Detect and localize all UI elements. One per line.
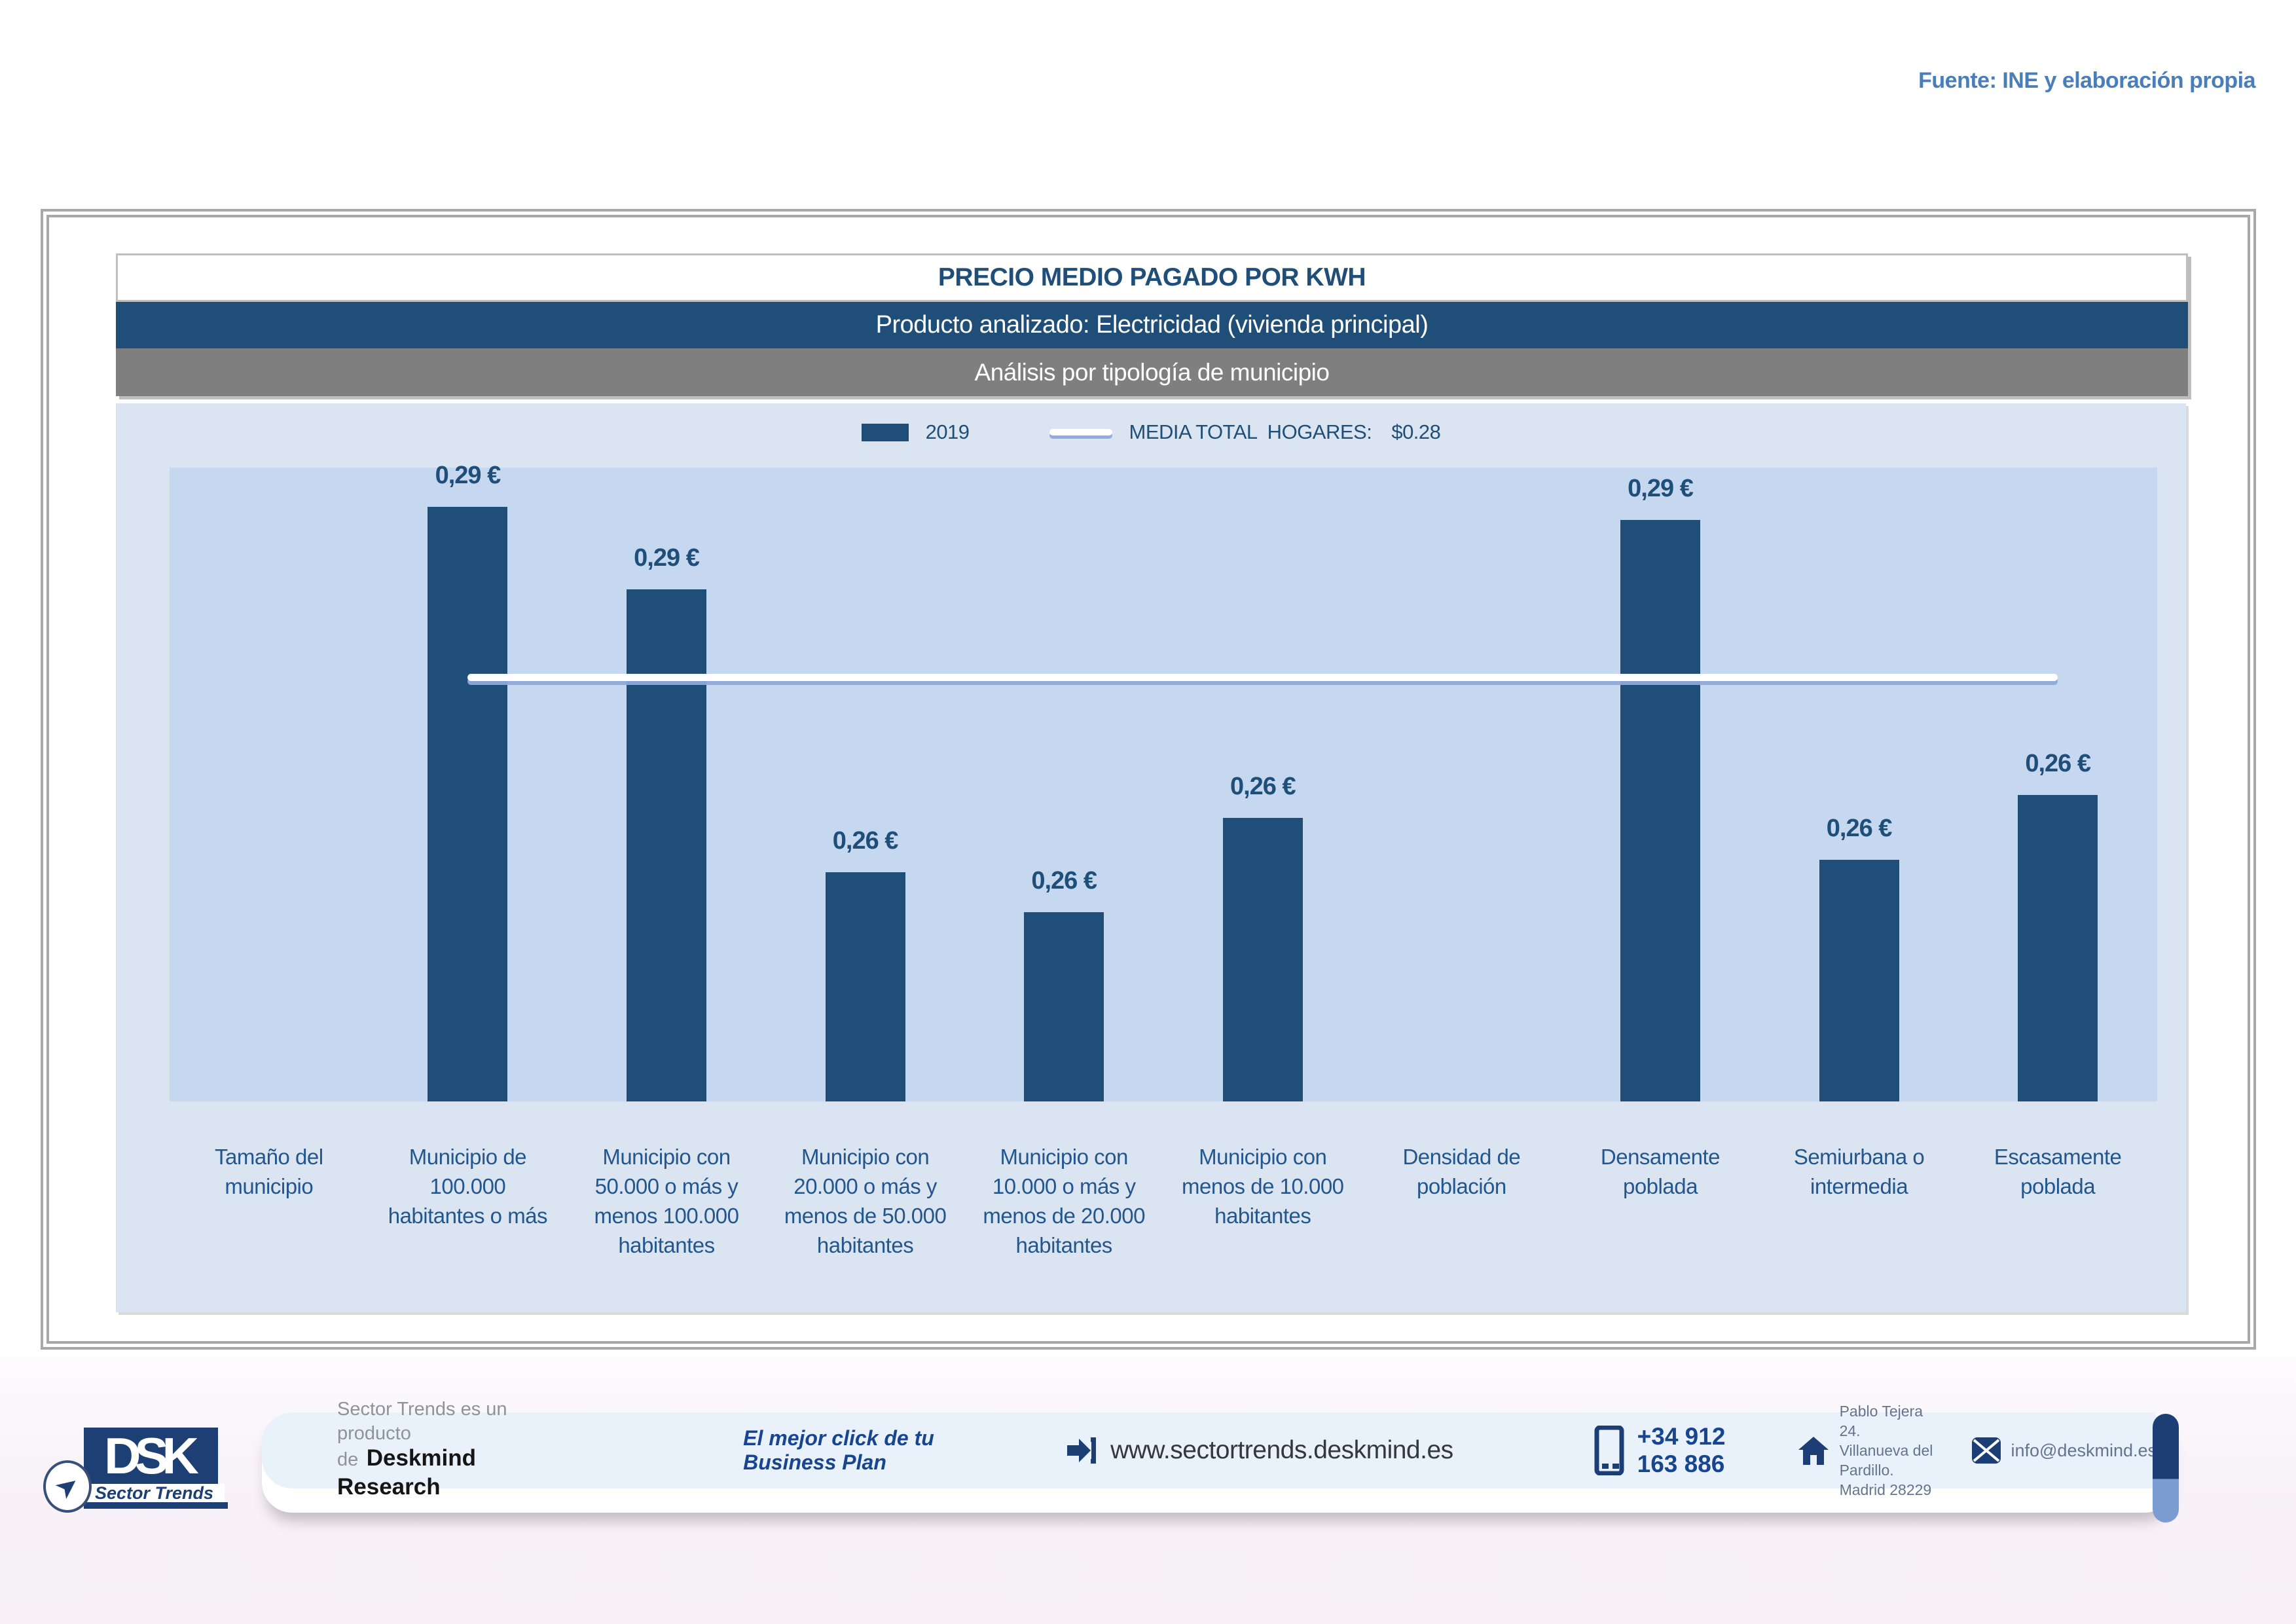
source-note: Fuente: INE y elaboración propia [1918,68,2255,93]
dsk-logo-circle: ➤ [43,1460,92,1513]
footer-content: Sector Trends es un producto de Deskmind… [262,1399,2157,1499]
footer-product-line2-prefix: de [337,1449,359,1470]
media-reference-line [467,674,2058,682]
chart-header: PRECIO MEDIO PAGADO POR KWH Producto ana… [116,253,2188,396]
category-label: Municipio con 20.000 o más y menos de 50… [784,1145,947,1257]
footer-address: Pablo Tejera 24. Villanueva del Pardillo.… [1839,1403,1933,1498]
house-icon [1798,1437,1829,1465]
dsk-logo-box: DSK [84,1426,218,1485]
dsk-logo-brand-strip: Sector Trends [84,1483,225,1503]
footer-phone-group: +34 912 163 886 [1594,1423,1766,1478]
footer-company-name: Deskmind Research [337,1445,476,1500]
category-axis: Tamaño del municipio Municipio de 100.000… [170,1142,2157,1260]
bar-value-label: 0,26 € [1031,866,1097,895]
bar [1024,912,1104,1101]
mobile-phone-icon [1594,1426,1624,1475]
dsk-logo: DSK Sector Trends ➤ [43,1422,254,1513]
legend-media-value: $0.28 [1391,420,1441,443]
footer-product-line1: Sector Trends es un producto [337,1399,507,1444]
category-label: Escasamente poblada [1994,1145,2122,1198]
category-label: Municipio con 50.000 o más y menos 100.0… [594,1145,739,1257]
bar [825,872,905,1101]
footer-product-text: Sector Trends es un producto de Deskmind… [337,1397,527,1504]
report-card-inner-frame: PRECIO MEDIO PAGADO POR KWH Producto ana… [46,215,2250,1344]
bar-value-label: 0,26 € [1230,773,1296,801]
bar-value-label: 0,26 € [2025,750,2091,778]
bar [1620,520,1700,1101]
category-label: Municipio de 100.000 habitantes o más [388,1145,548,1228]
footer-website: www.sectortrends.deskmind.es [1110,1436,1453,1464]
chart-subtitle-product: Producto analizado: Electricidad (vivien… [116,302,2188,348]
footer-bar-blue-strip [262,1412,2157,1488]
category-label: Semiurbana o intermedia [1793,1145,1925,1198]
footer-address-group: Pablo Tejera 24. Villanueva del Pardillo.… [1798,1401,1946,1500]
footer-email: info@deskmind.es [2011,1440,2157,1460]
bar [2018,795,2098,1101]
category-label: Densamente poblada [1600,1145,1721,1198]
bar [1222,818,1303,1101]
category-label: Municipio con menos de 10.000 habitantes [1182,1145,1344,1228]
paper-plane-icon: ➤ [48,1467,86,1505]
envelope-icon [1972,1437,2001,1464]
dsk-logo-brand: Sector Trends [94,1483,214,1503]
bar-value-label: 0,29 € [1628,475,1694,503]
bar [627,589,706,1101]
legend-media-label: MEDIA TOTAL HOGARES: [1129,420,1372,443]
bar [428,507,508,1101]
category-label: Municipio con 10.000 o más y menos de 20… [983,1145,1145,1257]
footer-right-accent-pill [2153,1414,2179,1522]
footer-website-group: www.sectortrends.deskmind.es [1065,1433,1453,1467]
chart-title: PRECIO MEDIO PAGADO POR KWH [116,253,2188,302]
plot-area: 0,29 € 0,29 € 0,26 € 0,26 € 0,26 € 0,29 € 0,26… [170,462,2157,1101]
bar-value-label: 0,26 € [832,826,899,855]
chart-subtitle-analysis: Análisis por tipología de municipio [116,348,2188,396]
dsk-logo-acronym: DSK [104,1426,199,1485]
report-card: PRECIO MEDIO PAGADO POR KWH Producto ana… [41,209,2256,1350]
legend-series-label: 2019 [925,420,970,443]
bar-value-label: 0,29 € [634,544,700,572]
chart-legend: 2019 MEDIA TOTAL HOGARES: $0.28 [116,420,2186,444]
bar-value-label: 0,26 € [1826,815,1893,843]
category-label: Tamaño del municipio [214,1145,323,1198]
footer-tagline: El mejor click de tu Business Plan [743,1426,934,1474]
footer-bar: Sector Trends es un producto de Deskmind… [262,1399,2179,1522]
footer-phone: +34 912 163 886 [1637,1423,1726,1477]
arrow-right-icon [1067,1437,1097,1464]
legend-series-swatch [861,423,909,441]
category-label: Densidad de población [1402,1145,1521,1198]
legend-media-line-swatch [1049,429,1112,435]
bar-value-label: 0,29 € [435,462,501,490]
bar [1819,860,1899,1101]
dsk-logo-base-bar [84,1502,228,1509]
chart-area: 2019 MEDIA TOTAL HOGARES: $0.28 0,29 €0,… [116,403,2186,1312]
footer-email-group: info@deskmind.es [1971,1436,2157,1465]
